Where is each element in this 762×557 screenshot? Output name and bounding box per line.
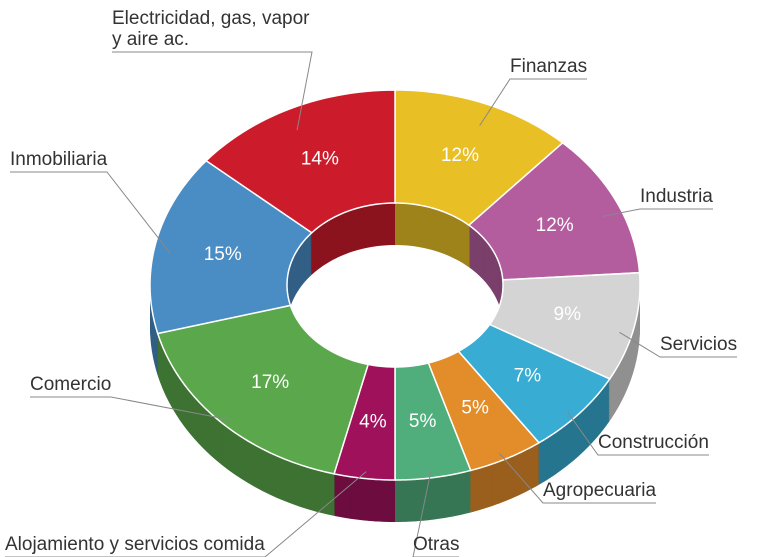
category-label: Agropecuaria [543,480,657,501]
value-label: 5% [409,411,437,432]
category-label: Inmobiliaria [10,149,108,170]
category-label: Comercio [30,374,112,395]
category-label: Electricidad, gas, vapor y aire ac. [112,8,310,50]
leader-line [412,470,459,557]
value-label: 15% [204,244,242,265]
leader-line [5,471,367,557]
value-label: 4% [359,411,387,432]
category-label: Finanzas [510,56,588,77]
value-label: 12% [536,215,574,236]
category-label: Otras [413,534,460,555]
leader-line [619,331,737,358]
leader-line [112,51,313,131]
category-label: Industria [640,186,713,207]
leader-line [479,78,587,126]
leader-line [499,453,656,504]
value-label: 17% [251,372,289,393]
value-label: 14% [301,149,339,170]
leader-line [10,171,171,255]
category-label: Servicios [660,334,738,355]
leader-line [30,396,233,421]
value-label: 7% [514,366,542,387]
value-label: 12% [441,145,479,166]
category-label: Construcción [598,432,709,453]
leader-line [603,208,713,217]
value-label: 9% [554,304,582,325]
value-label: 5% [461,397,489,418]
category-label: Alojamiento y servicios comida [5,534,265,555]
leader-line [567,411,709,456]
segment [205,89,396,234]
